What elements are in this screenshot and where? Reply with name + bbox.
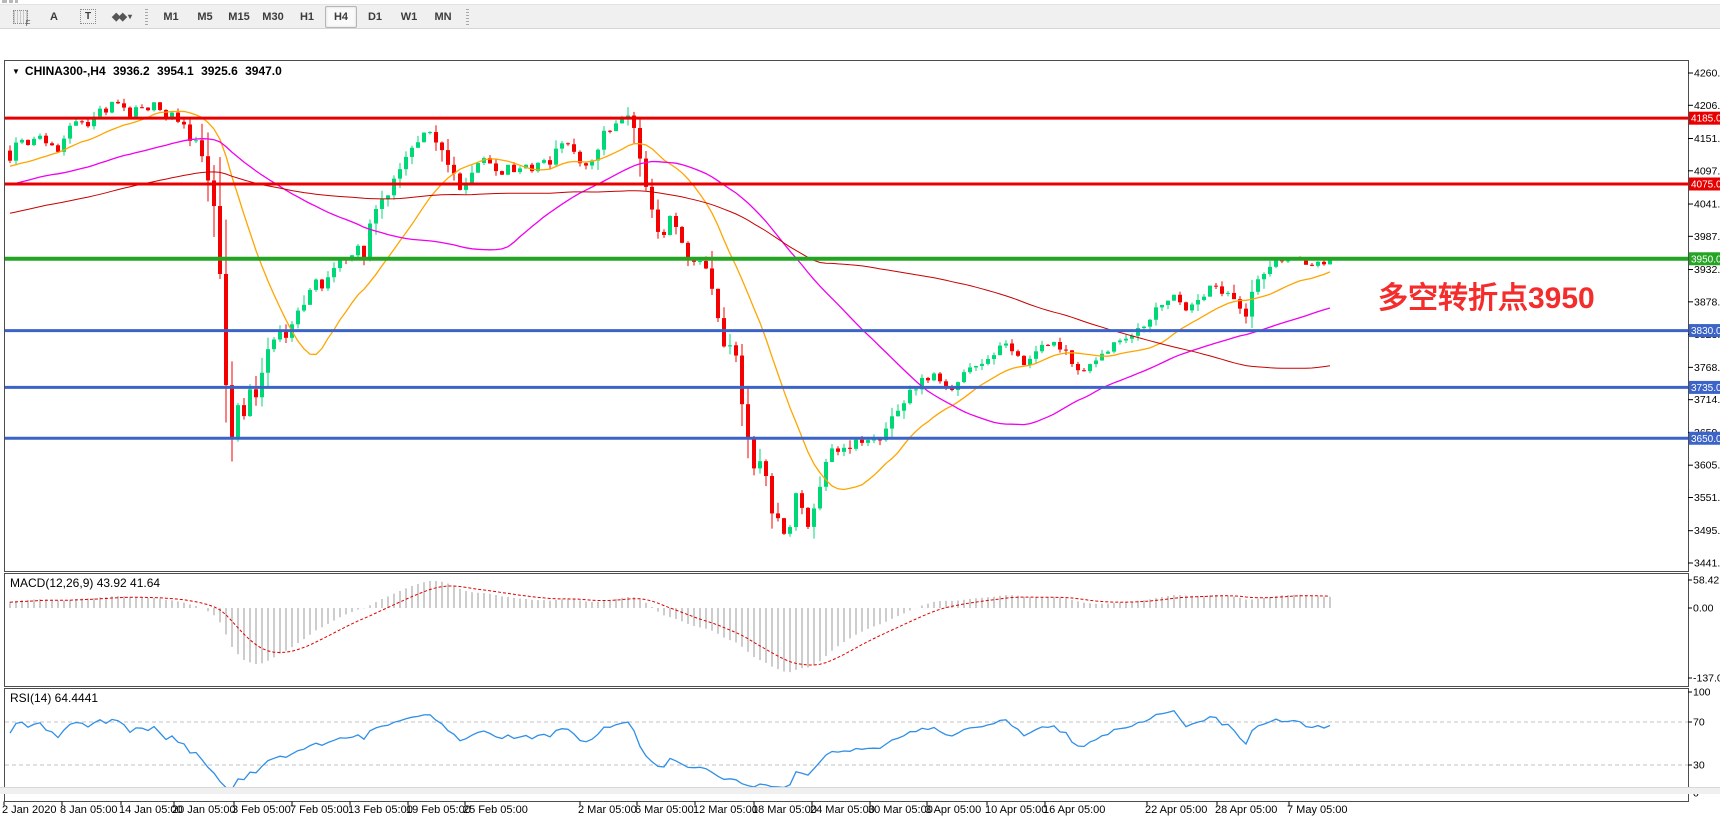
svg-text:2 Mar 05:00: 2 Mar 05:00	[578, 804, 637, 816]
symbol-name: CHINA300-,H4	[24, 64, 106, 78]
svg-text:19 Feb 05:00: 19 Feb 05:00	[406, 804, 471, 816]
timeframe-h4-button[interactable]: H4	[325, 5, 357, 28]
svg-text:3441.5: 3441.5	[1694, 558, 1720, 570]
timeframe-button-group: M1 M5 M15 M30 H1 H4 D1 W1 MN	[155, 5, 459, 28]
svg-text:3950.0: 3950.0	[1691, 254, 1720, 265]
svg-text:7 May 05:00: 7 May 05:00	[1287, 804, 1348, 816]
shapes-icon: ◆◆	[112, 11, 127, 23]
macd-histogram	[9, 581, 1331, 673]
svg-text:3987.5: 3987.5	[1694, 231, 1720, 243]
svg-text:2 Jan 2020: 2 Jan 2020	[2, 804, 56, 816]
svg-text:22 Apr 05:00: 22 Apr 05:00	[1145, 804, 1207, 816]
svg-text:3605.0: 3605.0	[1694, 460, 1720, 472]
macd-signal-line	[9, 585, 1331, 666]
chart-window: 4260.5 4206.5 4151.0 4097.0 4041.5 3987.5 3932…	[0, 30, 1720, 816]
svg-text:20 Jan 05:00: 20 Jan 05:00	[172, 804, 236, 816]
svg-text:16 Apr 05:00: 16 Apr 05:00	[1043, 804, 1105, 816]
price-axis[interactable]: 4260.5 4206.5 4151.0 4097.0 4041.5 3987.5 3932…	[1688, 68, 1720, 570]
svg-text:3768.5: 3768.5	[1694, 362, 1720, 374]
clipped-icon-fragment	[15, 0, 18, 3]
grid-f-icon: F	[12, 9, 31, 28]
ohlc-close: 3947.0	[245, 64, 282, 78]
status-bar	[0, 787, 1720, 794]
svg-text:25 Feb 05:00: 25 Feb 05:00	[463, 804, 528, 816]
svg-text:70: 70	[1693, 717, 1705, 729]
svg-text:4041.5: 4041.5	[1694, 199, 1720, 211]
timeframe-m1-button[interactable]: M1	[163, 10, 179, 23]
svg-text:24 Mar 05:00: 24 Mar 05:00	[810, 804, 875, 816]
timeframe-mn-button[interactable]: MN	[434, 10, 452, 23]
text-label-icon: A	[50, 10, 58, 23]
text-box-icon: T	[80, 9, 96, 24]
ma-mid-line	[9, 138, 1331, 426]
svg-text:8 Jan 05:00: 8 Jan 05:00	[60, 804, 118, 816]
drawing-toolbar: F A T ◆◆ ▾ M1 M5 M15 M30 H1 H4 D1 W1 MN	[0, 5, 1720, 29]
macd-indicator-label: MACD(12,26,9) 43.92 41.64	[10, 576, 161, 590]
svg-text:3735.0: 3735.0	[1691, 383, 1720, 394]
timeframe-m30-button[interactable]: M30	[262, 10, 284, 23]
svg-text:58.42: 58.42	[1693, 575, 1719, 587]
svg-text:30: 30	[1693, 760, 1705, 772]
svg-text:30 Mar 05:00: 30 Mar 05:00	[868, 804, 933, 816]
svg-text:3495.5: 3495.5	[1694, 525, 1720, 537]
svg-text:3650.0: 3650.0	[1691, 434, 1720, 445]
svg-text:4260.5: 4260.5	[1694, 68, 1720, 80]
text-label-tool-button[interactable]: A	[38, 6, 70, 28]
text-tool-button[interactable]: T	[72, 6, 104, 28]
svg-text:3878.0: 3878.0	[1694, 296, 1720, 308]
toolbar-grip-handle[interactable]	[466, 8, 469, 25]
ohlc-high: 3954.1	[157, 64, 194, 78]
svg-text:-137.0: -137.0	[1693, 673, 1720, 685]
svg-text:3932.0: 3932.0	[1694, 264, 1720, 276]
svg-text:18 Mar 05:00: 18 Mar 05:00	[752, 804, 817, 816]
indicator-axes[interactable]: 58.420.00-137.010070300	[1688, 575, 1720, 800]
chart-symbol-header: ▼ CHINA300-,H4 3936.2 3954.1 3925.6 3947.…	[12, 64, 286, 78]
rsi-level-lines	[5, 721, 1688, 766]
shapes-tool-button[interactable]: ◆◆ ▾	[106, 6, 138, 28]
period-grid-tool-button[interactable]: F	[4, 6, 36, 28]
svg-text:10 Apr 05:00: 10 Apr 05:00	[985, 804, 1047, 816]
svg-text:3830.0: 3830.0	[1691, 326, 1720, 337]
ohlc-low: 3925.6	[201, 64, 238, 78]
svg-text:4097.0: 4097.0	[1694, 165, 1720, 177]
svg-text:28 Apr 05:00: 28 Apr 05:00	[1215, 804, 1277, 816]
horizontal-line-objects[interactable]	[5, 116, 1688, 440]
svg-text:4185.0: 4185.0	[1691, 114, 1720, 125]
timeframe-m5-button[interactable]: M5	[197, 10, 213, 23]
toolbar-grip-handle[interactable]	[145, 8, 148, 25]
clipped-toolbar-row	[0, 0, 1720, 5]
timeframe-w1-button[interactable]: W1	[400, 10, 418, 23]
svg-text:13 Feb 05:00: 13 Feb 05:00	[348, 804, 413, 816]
svg-text:0.00: 0.00	[1693, 603, 1714, 615]
timeframe-m15-button[interactable]: M15	[228, 10, 250, 23]
svg-text:7 Feb 05:00: 7 Feb 05:00	[290, 804, 349, 816]
rsi-indicator-label: RSI(14) 64.4441	[10, 691, 99, 705]
svg-text:100: 100	[1693, 687, 1711, 699]
svg-text:3 Feb 05:00: 3 Feb 05:00	[232, 804, 291, 816]
chart-canvas[interactable]: 4260.5 4206.5 4151.0 4097.0 4041.5 3987.5 3932…	[0, 60, 1720, 823]
clipped-icon-fragment	[9, 0, 13, 3]
svg-text:4151.0: 4151.0	[1694, 133, 1720, 145]
svg-text:6 Mar 05:00: 6 Mar 05:00	[635, 804, 694, 816]
ma-fast-line	[9, 110, 1331, 491]
svg-text:12 Mar 05:00: 12 Mar 05:00	[693, 804, 758, 816]
svg-text:3 Apr 05:00: 3 Apr 05:00	[925, 804, 981, 816]
price-annotation-text[interactable]: 多空转折点3950	[1378, 282, 1595, 315]
dropdown-caret-icon: ▾	[127, 12, 132, 21]
symbol-dropdown-icon[interactable]: ▼	[12, 67, 20, 76]
svg-text:4206.5: 4206.5	[1694, 100, 1720, 112]
timeframe-d1-button[interactable]: D1	[367, 10, 383, 23]
ohlc-open: 3936.2	[112, 64, 150, 78]
svg-text:3551.0: 3551.0	[1694, 492, 1720, 504]
clipped-icon-fragment	[2, 0, 7, 3]
svg-text:3714.5: 3714.5	[1694, 394, 1720, 406]
timeframe-h1-button[interactable]: H1	[299, 10, 315, 23]
svg-text:4075.0: 4075.0	[1691, 179, 1720, 190]
